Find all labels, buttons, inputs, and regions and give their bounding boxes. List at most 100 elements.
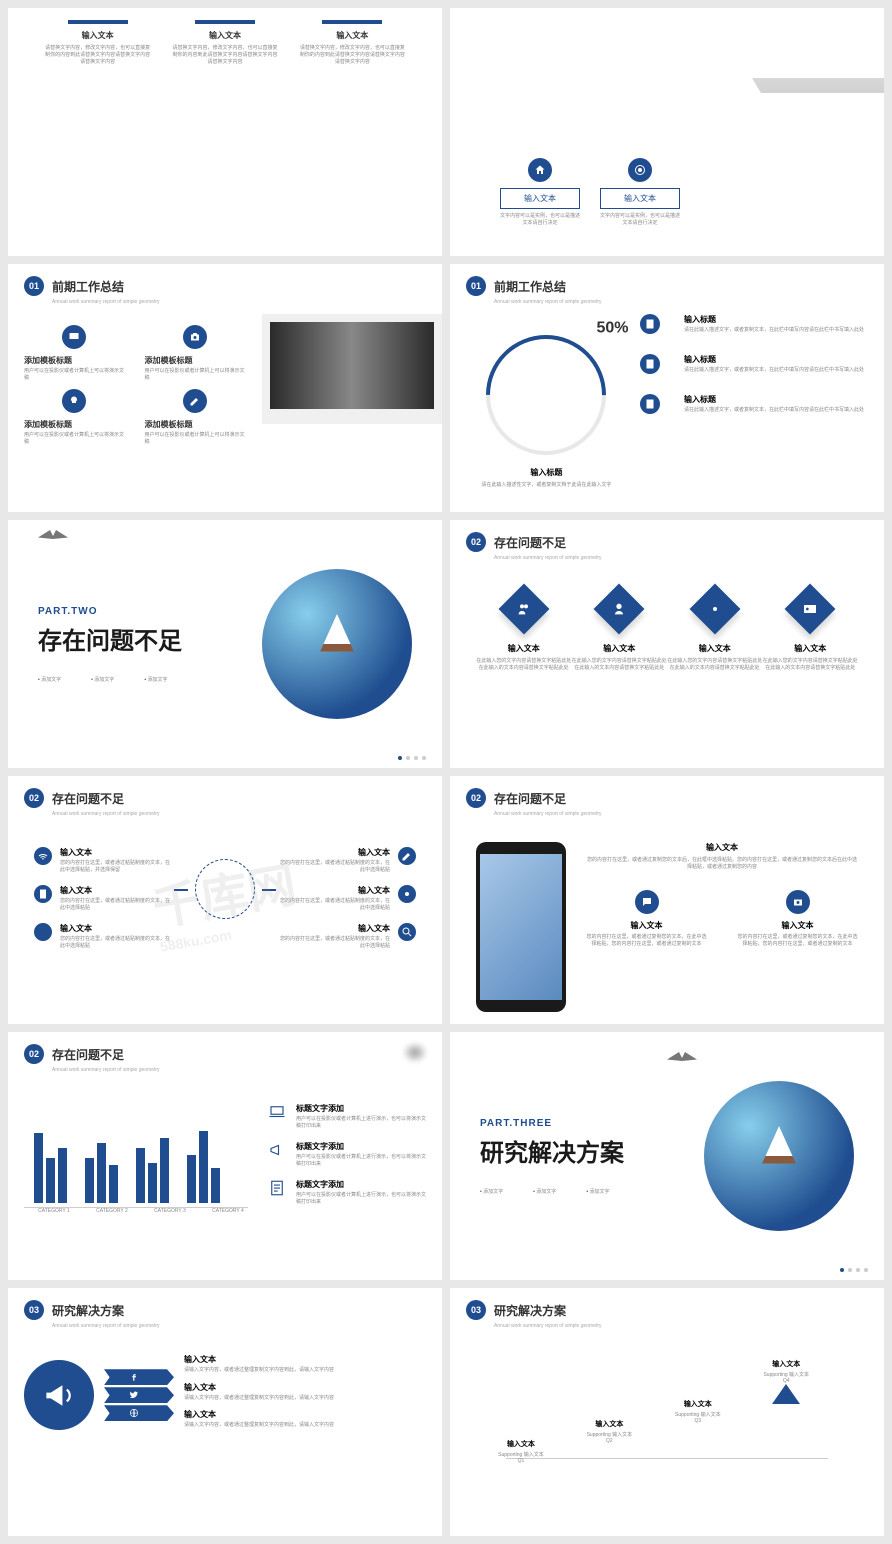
diamond-item: 输入文本在此输入您的文字内容请替换文字粘贴此处在此输入的文本内容请替换文字粘贴此… (572, 591, 668, 671)
target-icon (628, 158, 652, 182)
leg-title: 标题文字添加 (296, 1103, 426, 1114)
step-sub: Supporting 输入文本 (675, 1411, 721, 1418)
slide-12: 03研究解决方案 Annual work summary report of s… (450, 1288, 884, 1536)
step-sub: Supporting 输入文本 (763, 1371, 809, 1378)
bar-chart: CATEGORY 1CATEGORY 2CATEGORY 3CATEGORY 4 (24, 1093, 248, 1217)
arrow-2 (104, 1387, 174, 1403)
pr-item: 输入文本您的内容打在这里，或者通过复制您的文本，在此中选择粘贴，您的内容打在这里… (737, 890, 858, 947)
bi-body: 您的内容打在这里，或者通过粘贴制度的文本，在此中选择粘贴 (60, 898, 170, 911)
bi-body: 您的内容打在这里，或者通过粘贴制度的文本，在此中选择粘贴 (280, 860, 390, 873)
circle-image (262, 569, 412, 719)
doc-icon (640, 394, 660, 414)
diamond-item: 输入文本在此输入您的文字内容请替换文字粘贴此处在此输入的文本内容请替换文字粘贴此… (763, 591, 859, 671)
arc-title: 输入标题 (466, 467, 627, 478)
d-body: 在此输入您的文字内容请替换文字粘贴此处在此输入的文本内容请替换文字粘贴此处 (476, 658, 572, 671)
section-title: 研究解决方案 (52, 1302, 124, 1319)
col-item: 输入文本请替换文字内容，修改文字内容，也可以直接复制你的内容到此请替换文字内容请… (171, 20, 278, 66)
diamond-item: 输入文本在此输入您的文字内容请替换文字粘贴此处在此输入的文本内容请替换文字粘贴此… (667, 591, 763, 671)
list-row: 输入标题请在此输入描述文字，或者复制文本，在此栏中填写内容请在此栏中书写填入此处 (625, 354, 864, 380)
col-body: 请替换文字内容，修改文字内容，也可以直接复制你的内容到此请替换文字内容请替换文字… (171, 45, 278, 66)
slide-3: 01前期工作总结 Annual work summary report of s… (8, 264, 442, 512)
bi-body: 您的内容打在这里，或者通过粘贴制度的文本，在此中选择粘贴 (280, 898, 390, 911)
section-num: 02 (466, 788, 486, 808)
bi-title: 输入文本 (280, 923, 390, 934)
bulb-item: 输入文本您的内容打在这里，或者通过粘贴制度的文本，在此中选择粘贴 (34, 885, 170, 911)
part-dot: 添加文字 (480, 1188, 503, 1195)
part-dot: 添加文字 (586, 1188, 609, 1195)
section-num: 02 (466, 532, 486, 552)
slide-5: PART.TWO 存在问题不足 添加文字添加文字添加文字 (8, 520, 442, 768)
d-body: 在此输入您的文字内容请替换文字粘贴此处在此输入的文本内容请替换文字粘贴此处 (572, 658, 668, 671)
handshake-image (262, 314, 442, 424)
leg-title: 标题文字添加 (296, 1179, 426, 1190)
d-body: 在此输入您的文字内容请替换文字粘贴此处在此输入的文本内容请替换文字粘贴此处 (667, 658, 763, 671)
col-item: 输入文本请替换文字内容，修改文字内容，也可以直接复制你的内容到此请替换文字内容请… (44, 20, 151, 66)
camera-icon (786, 890, 810, 914)
section-num: 01 (24, 276, 44, 296)
part-label: PART.THREE (480, 1118, 704, 1129)
slide-4: 01前期工作总结 Annual work summary report of s… (450, 264, 884, 512)
doc-icon (640, 314, 660, 334)
slide-7: 02存在问题不足 Annual work summary report of s… (8, 776, 442, 1024)
step-title: 输入文本 (763, 1359, 809, 1369)
part-label: PART.TWO (38, 606, 262, 617)
pri-body: 您的内容打在这里，或者通过复制您的文本，在此中选择粘贴，您的内容打在这里，或者通… (737, 934, 858, 947)
d-title: 输入文本 (572, 643, 668, 654)
box-label: 输入文本 (500, 188, 580, 209)
bird-icon (38, 530, 68, 545)
d-title: 输入文本 (763, 643, 859, 654)
section-title: 前期工作总结 (494, 278, 566, 295)
ar-body: 请输入文字内容，或者通过整理复制文字内容到此，请输入文字内容 (184, 1422, 426, 1429)
wifi-icon (34, 847, 52, 865)
grid-item: 添加模板标题用户可以在投影仪或者计算机上可以将演示文稿 (24, 325, 125, 381)
gi-title: 添加模板标题 (145, 355, 246, 366)
lrow-title: 输入标题 (684, 394, 864, 405)
slide-grid: 输入文本 请替换文字内容，修改文字内容，也可以直接复制你的内容到此请替换文字内容请… (0, 0, 892, 1544)
gi-title: 添加模板标题 (24, 419, 125, 430)
leg-body: 用户可以在投影仪或者计算机上进行演示，也可以将演示文稿打印出来 (296, 1154, 426, 1167)
list-row: 输入标题请在此输入描述文字，或者复制文本，在此栏中填写内容请在此栏中书写填入此处 (625, 314, 864, 340)
bi-title: 输入文本 (60, 923, 170, 934)
leg-body: 用户可以在投影仪或者计算机上进行演示，也可以将演示文稿打印出来 (296, 1116, 426, 1129)
section-num: 03 (466, 1300, 486, 1320)
slide-2: 输入文本 文字内容可以是实例，也可以是描述文本请自行决定 输入文本 文字内容可以… (450, 8, 884, 256)
bulb-item: 输入文本您的内容打在这里，或者通过粘贴制度的文本，在此中选择粘贴，并选择保留 (34, 847, 170, 873)
chat-icon (635, 890, 659, 914)
page-dots (840, 1268, 868, 1272)
pencil-icon (398, 847, 416, 865)
box-label: 输入文本 (600, 188, 680, 209)
pri-title: 输入文本 (586, 920, 707, 931)
part-dot: 添加文字 (38, 676, 61, 683)
gear-icon (689, 584, 740, 635)
house-icon (528, 158, 552, 182)
section-num: 03 (24, 1300, 44, 1320)
slide-6: 02存在问题不足 Annual work summary report of s… (450, 520, 884, 768)
doc-icon (34, 885, 52, 903)
leg-body: 用户可以在投影仪或者计算机上进行演示，也可以将演示文稿打印出来 (296, 1192, 426, 1205)
step-sub: Supporting 输入文本 (587, 1431, 633, 1438)
gi-body: 用户可以在投影仪或者计算机上可以将演示文稿 (145, 432, 246, 445)
laptop-icon (268, 1103, 286, 1121)
ar-body: 请输入文字内容，或者通过整理复制文字内容到此，请输入文字内容 (184, 1395, 426, 1402)
arrow-3 (104, 1405, 174, 1421)
bulb-item: 输入文本您的内容打在这里，或者通过粘贴制度的文本，在此中选择粘贴 (280, 923, 416, 949)
twitter-icon (129, 1390, 139, 1400)
section-sub: Annual work summary report of simple geo… (494, 811, 868, 817)
gi-title: 添加模板标题 (24, 355, 125, 366)
col-body: 请替换文字内容，修改文字内容，也可以直接复制你的内容到此请替换文字内容请替换文字… (44, 45, 151, 66)
bi-title: 输入文本 (60, 847, 170, 858)
pri-title: 输入文本 (737, 920, 858, 931)
part-dot: 添加文字 (533, 1188, 556, 1195)
gi-body: 用户可以在投影仪或者计算机上可以将演示文稿 (24, 368, 125, 381)
box-item: 输入文本 文字内容可以是实例，也可以是描述文本请自行决定 (500, 158, 580, 226)
list-row: 输入标题请在此输入描述文字，或者复制文本，在此栏中填写内容请在此栏中书写填入此处 (625, 394, 864, 420)
monitor-icon (62, 325, 86, 349)
d-body: 在此输入您的文字内容请替换文字粘贴此处在此输入的文本内容请替换文字粘贴此处 (763, 658, 859, 671)
section-num: 01 (466, 276, 486, 296)
pr-title: 输入文本 (586, 842, 858, 853)
slide-8: 02存在问题不足 Annual work summary report of s… (450, 776, 884, 1024)
doc-icon (640, 354, 660, 374)
section-num: 02 (24, 1044, 44, 1064)
section-title: 存在问题不足 (52, 1046, 124, 1063)
slide-10: PART.THREE 研究解决方案 添加文字添加文字添加文字 (450, 1032, 884, 1280)
